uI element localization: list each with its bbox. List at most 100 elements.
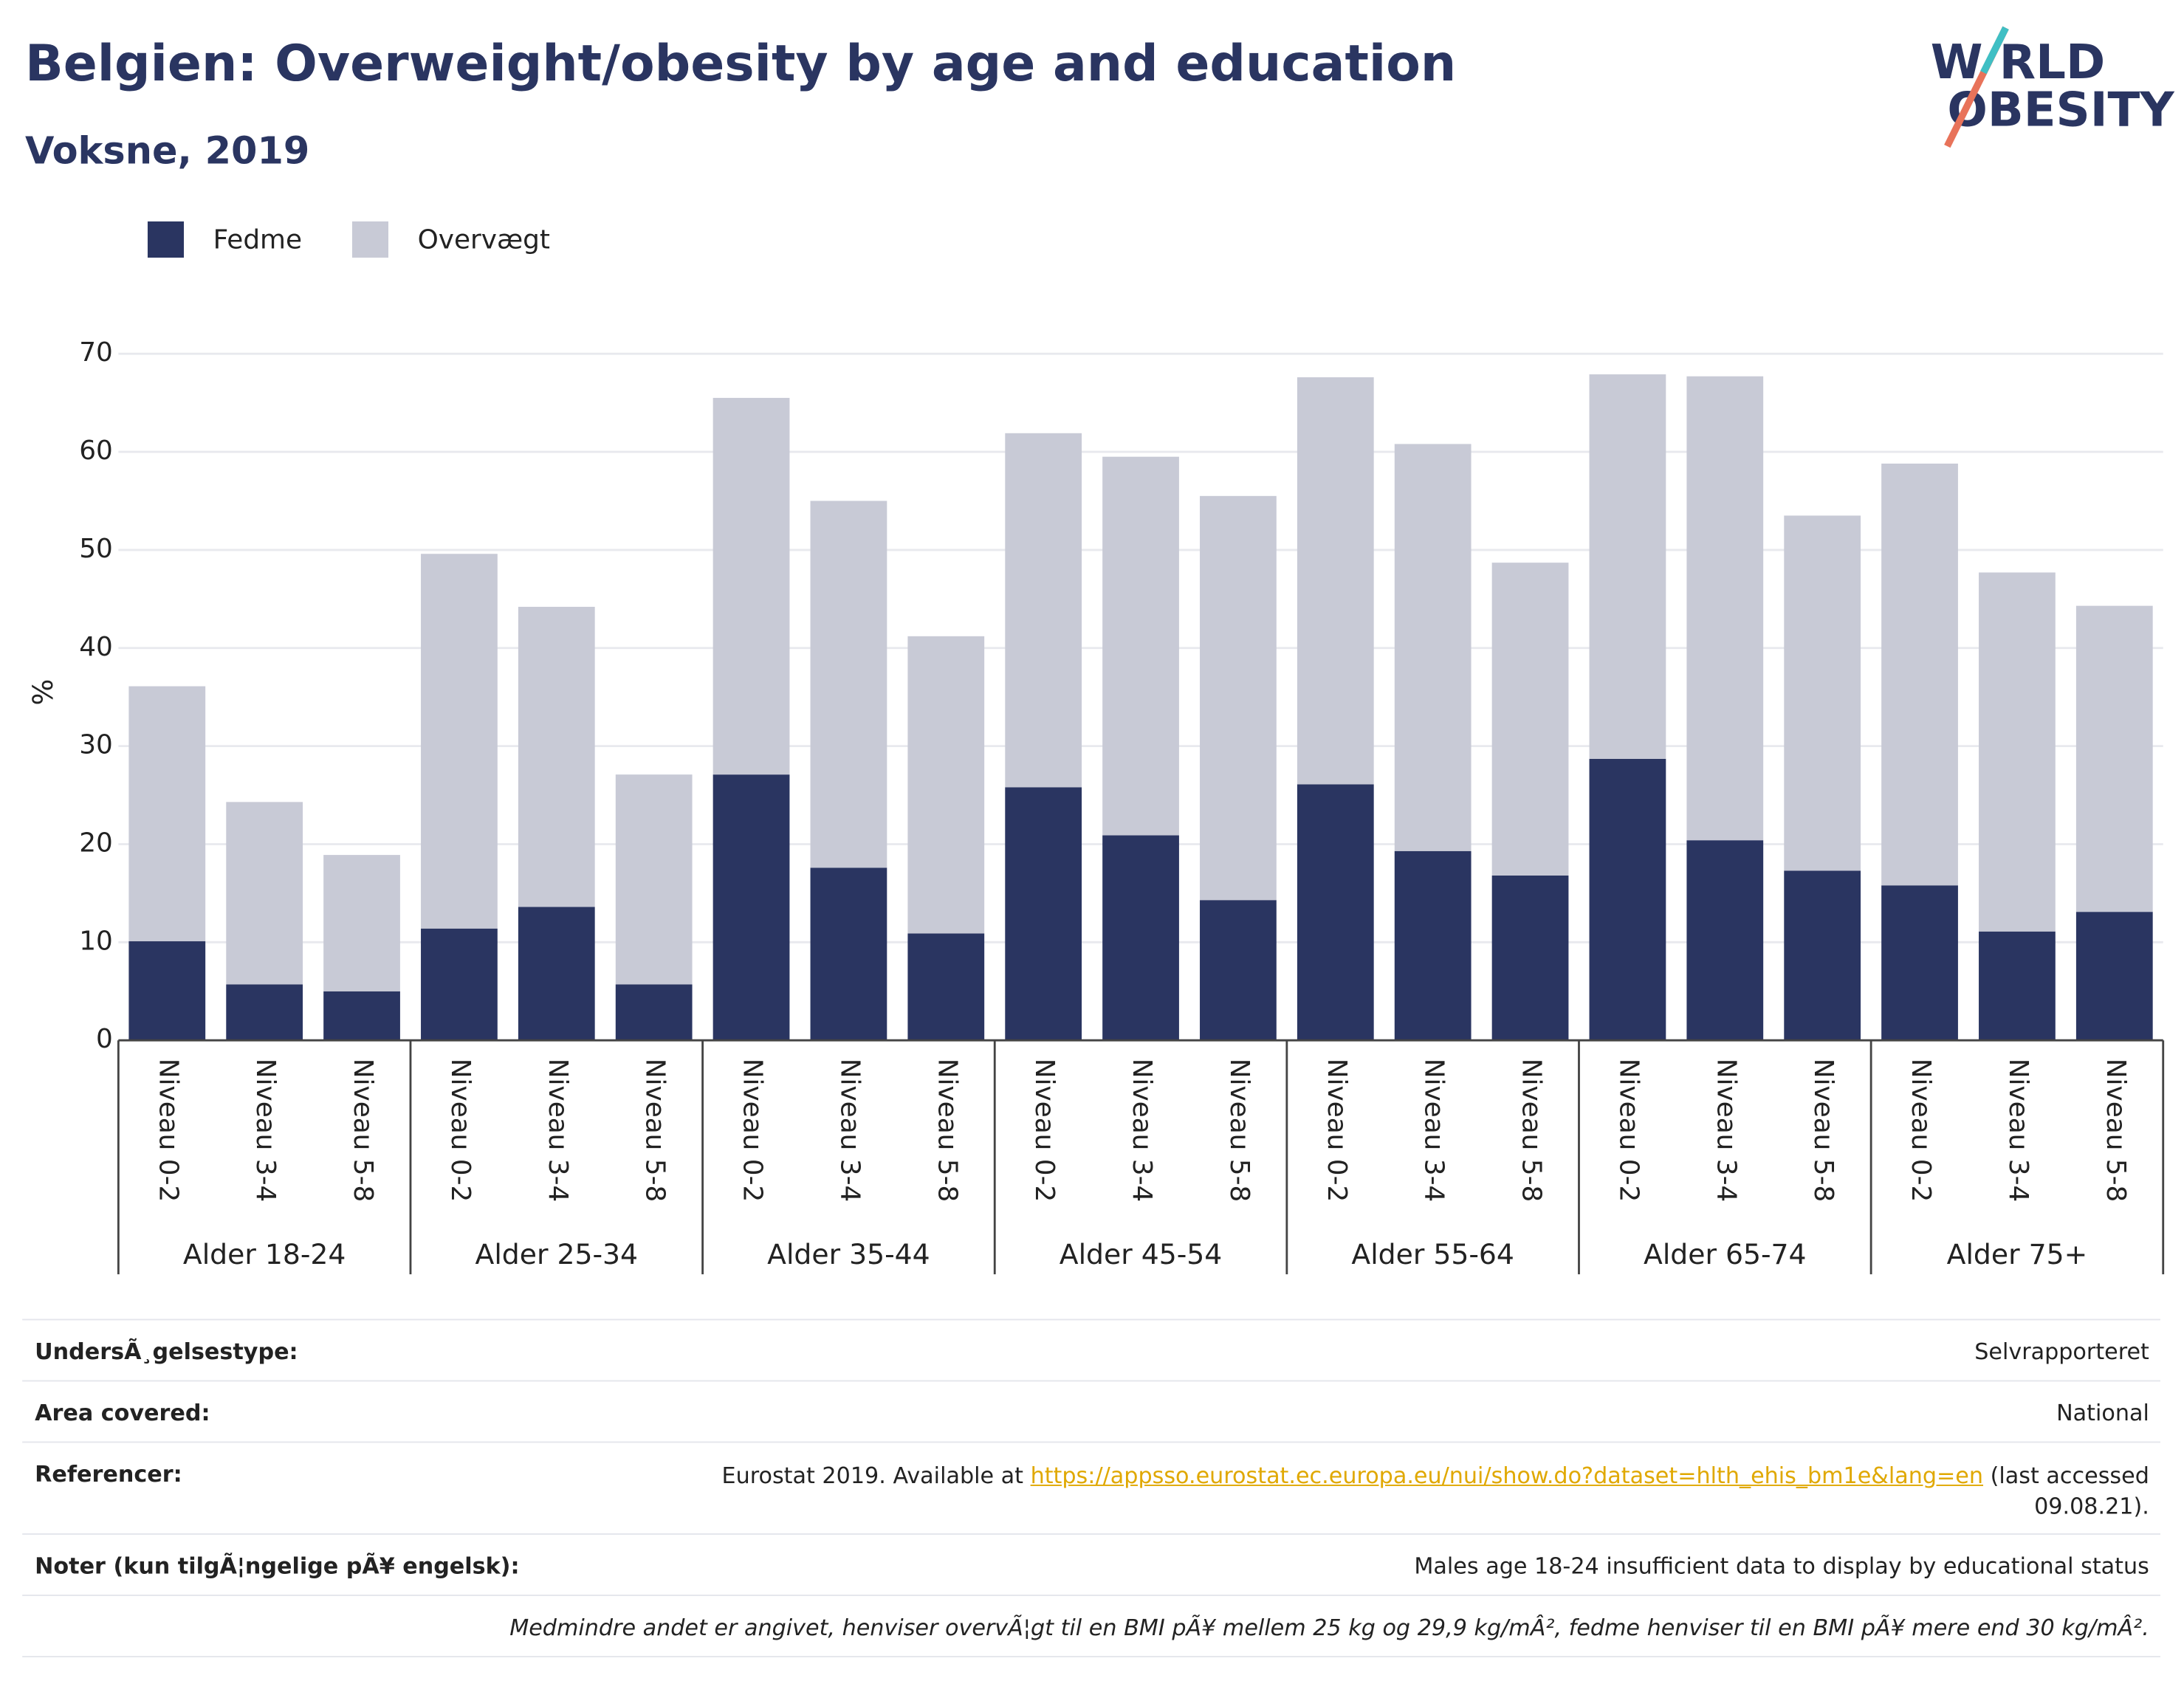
logo-slash [1980,26,2009,75]
bar-segment [810,501,887,868]
bar-segment [2075,912,2153,1041]
bar-segment [1686,376,1764,841]
reference-text: (last accessed 09.08.21). [1983,1462,2149,1520]
x-tick-label: Niveau 3-4 [250,1059,281,1203]
chart-subtitle: Voksne, 2019 [25,130,309,173]
bar-segment [2075,605,2153,912]
group-label: Alder 65-74 [1644,1238,1807,1271]
x-tick-label: Niveau 5-8 [1224,1059,1254,1203]
bar-segment [1784,515,1861,871]
y-tick-label: 20 [79,828,113,858]
bar-segment [1589,374,1666,759]
bar-segment [712,397,790,775]
bar-segment [421,554,498,929]
bar-segment [1979,931,2056,1041]
info-label: Area covered: [35,1399,210,1426]
info-label: Noter (kun tilgÃ¦ngelige pÃ¥ engelsk): [35,1553,520,1580]
x-tick-label: Niveau 5-8 [932,1059,962,1203]
x-tick-label: Niveau 0-2 [738,1059,768,1203]
bar-segment [1491,563,1569,876]
y-tick-label: 40 [79,632,113,662]
bar-segment [810,867,887,1041]
info-value: National [2056,1399,2149,1426]
legend-label: Fedme [213,224,302,255]
x-tick-label: Niveau 3-4 [1711,1059,1741,1203]
bar-segment [518,907,595,1041]
x-tick-label: Niveau 3-4 [543,1059,573,1203]
info-row: Noter (kun tilgÃ¦ngelige pÃ¥ engelsk): M… [22,1533,2160,1595]
bar-segment [226,984,303,1041]
legend-swatch [147,221,185,258]
bar-segment [128,941,206,1041]
info-row: Medmindre andet er angivet, henviser ove… [22,1595,2160,1657]
legend-swatch [351,221,388,258]
x-tick-label: Niveau 0-2 [1029,1059,1060,1203]
y-axis-label: % [27,679,59,706]
x-tick-label: Niveau 3-4 [834,1059,865,1203]
group-label: Alder 35-44 [767,1238,930,1271]
bar-segment [1102,456,1179,836]
bar-segment [615,774,693,985]
info-value: Eurostat 2019. Available at https://apps… [659,1461,2149,1522]
bar-segment [907,636,985,934]
x-tick-label: Niveau 0-2 [153,1059,183,1203]
legend-label: Overvægt [418,224,550,255]
info-row: Area covered: National [22,1380,2160,1442]
group-label: Alder 25-34 [475,1238,639,1271]
bar-segment [1686,840,1764,1041]
x-tick-label: Niveau 3-4 [1419,1059,1449,1203]
bar-segment [1394,850,1472,1041]
y-tick-label: 10 [79,926,113,956]
group-label: Alder 55-64 [1351,1238,1514,1271]
bar-segment [1297,784,1374,1041]
bar-segment [1881,463,1958,886]
y-tick-label: 60 [79,436,113,466]
y-tick-label: 70 [79,337,113,368]
bar-segment [1491,876,1569,1041]
bar-segment [421,928,498,1041]
bar-segment [1005,433,1082,788]
bar-segment [712,774,790,1041]
logo-text: W RLD [1931,35,2106,90]
group-label: Alder 75+ [1947,1238,2088,1271]
info-row: Referencer: Eurostat 2019. Available at … [22,1441,2160,1534]
bar-segment [323,991,400,1041]
bar-segment [1005,787,1082,1041]
x-tick-label: Niveau 5-8 [1517,1059,1547,1203]
reference-link[interactable]: https://appsso.eurostat.ec.europa.eu/nui… [1030,1462,1984,1489]
footnote: Medmindre andet er angivet, henviser ove… [509,1614,2149,1641]
info-value: Selvrapporteret [1974,1338,2149,1365]
y-tick-label: 50 [79,534,113,564]
x-tick-label: Niveau 5-8 [2101,1059,2131,1203]
bar-segment [907,933,985,1041]
logo-text: OBESITY [1947,82,2175,137]
info-row: UndersÃ¸gelsestype: Selvrapporteret [22,1318,2160,1381]
bar-segment [1394,444,1472,851]
bar-segment [1297,377,1374,785]
bar-segment [1589,758,1666,1041]
bar-segment [226,802,303,985]
reference-text: Eurostat 2019. Available at [721,1462,1031,1489]
bar-segment [1200,900,1277,1041]
bar-segment [518,606,595,907]
bar-segment [128,686,206,942]
x-tick-label: Niveau 0-2 [445,1059,475,1203]
x-tick-label: Niveau 5-8 [348,1059,378,1203]
x-tick-label: Niveau 0-2 [1906,1059,1936,1203]
x-tick-label: Niveau 5-8 [640,1059,670,1203]
bar-segment [1784,870,1861,1041]
info-label: UndersÃ¸gelsestype: [35,1338,298,1365]
info-label: Referencer: [35,1460,182,1488]
bar-segment [1102,835,1179,1041]
chart: Belgien: Overweight/obesity by age and e… [25,26,2175,1275]
bar-segment [1979,572,2056,932]
info-value: Males age 18-24 insufficient data to dis… [1414,1553,2149,1580]
bar-segment [323,855,400,991]
bar-segment [1200,495,1277,901]
x-tick-label: Niveau 5-8 [1808,1059,1838,1203]
x-tick-label: Niveau 0-2 [1322,1059,1352,1203]
group-label: Alder 45-54 [1060,1238,1223,1271]
bar-segment [1881,885,1958,1041]
y-tick-label: 0 [96,1024,113,1054]
